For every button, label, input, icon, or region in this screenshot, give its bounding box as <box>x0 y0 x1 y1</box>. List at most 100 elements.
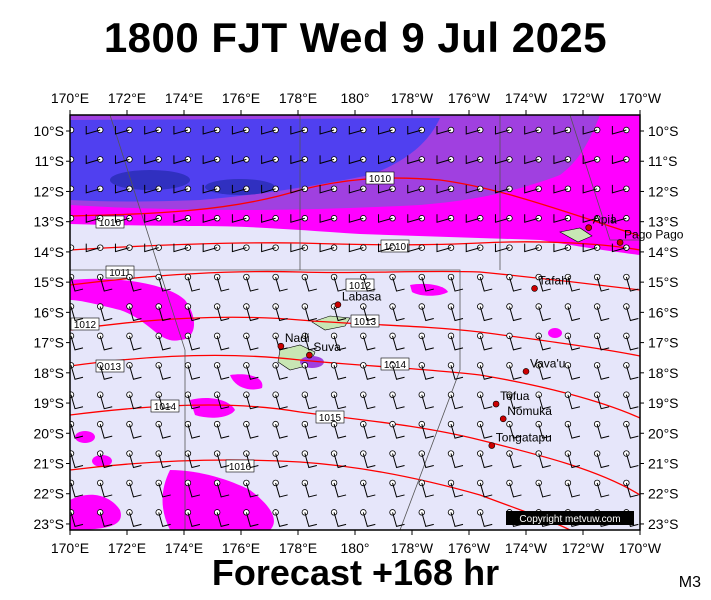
lon-label-top: 170°E <box>51 90 89 106</box>
lon-label-top: 178°E <box>279 90 317 106</box>
lon-label-bottom: 172°E <box>108 540 146 556</box>
place-marker: Apia <box>585 213 617 231</box>
isobar-line <box>70 270 640 291</box>
rain-patch-west <box>70 278 195 341</box>
isobar-label: 1013 <box>95 359 125 373</box>
svg-text:1012: 1012 <box>74 320 97 331</box>
city-dot-icon <box>492 400 500 408</box>
lat-label-right: 18°S <box>648 365 679 381</box>
isobar-label: 1011 <box>105 265 135 279</box>
lon-label-top: 176°W <box>448 90 491 106</box>
place-marker: Nadi <box>277 331 310 350</box>
city-dot-icon <box>616 239 624 246</box>
lon-label-top: 170°W <box>619 90 662 106</box>
lat-label-right: 15°S <box>648 274 679 290</box>
svg-text:1010: 1010 <box>369 174 392 185</box>
lat-label-left: 14°S <box>33 244 64 260</box>
rain-patch-1 <box>190 398 235 418</box>
lon-label-bottom: 178°W <box>391 540 434 556</box>
place-marker: Tofua <box>492 389 530 408</box>
place-marker: Tafahi <box>531 273 571 292</box>
isobar-line <box>70 241 640 251</box>
lat-label-left: 21°S <box>33 456 64 472</box>
region-boundary <box>109 115 186 530</box>
lon-label-top: 172°W <box>562 90 605 106</box>
svg-text:1016: 1016 <box>229 462 252 473</box>
lat-label-right: 23°S <box>648 516 679 532</box>
rain-core-1 <box>110 170 190 190</box>
city-dot-icon <box>488 442 496 449</box>
lon-label-top: 176°E <box>222 90 260 106</box>
lat-label-left: 17°S <box>33 335 64 351</box>
lat-label-right: 17°S <box>648 335 679 351</box>
isobar-label: 1012 <box>70 317 100 331</box>
map-code: M3 <box>678 574 701 591</box>
lat-label-left: 19°S <box>33 395 64 411</box>
place-label: Nomuka <box>507 404 552 418</box>
forecast-label: Forecast +168 hr <box>211 552 500 593</box>
place-marker: Nomuka <box>499 404 552 423</box>
isobar-line <box>70 459 571 530</box>
lon-label-top: 172°E <box>108 90 146 106</box>
svg-text:1011: 1011 <box>109 268 131 279</box>
wind-barbs <box>70 126 639 527</box>
place-marker: Pago Pago <box>616 227 684 246</box>
lat-label-right: 22°S <box>648 486 679 502</box>
lat-label-left: 18°S <box>33 365 64 381</box>
lat-label-right: 21°S <box>648 456 679 472</box>
place-label: Apia <box>593 213 617 227</box>
isobar-label: 1013 <box>350 314 380 328</box>
svg-text:1014: 1014 <box>154 402 177 413</box>
svg-text:1010: 1010 <box>99 218 122 229</box>
place-label: Labasa <box>342 290 382 304</box>
place-label: Tafahi <box>539 273 571 287</box>
rain-patch-southwest-edge <box>70 494 121 530</box>
isobar-line <box>70 354 640 419</box>
place-label: Tongatapu <box>496 431 552 445</box>
map-title: 1800 FJT Wed 9 Jul 2025 <box>103 14 608 61</box>
lat-label-right: 10°S <box>648 123 679 139</box>
lon-label-bottom: 180° <box>341 540 370 556</box>
isobar-label: 1015 <box>315 410 345 424</box>
rain-core-2 <box>205 179 275 195</box>
isobar-line <box>70 177 640 237</box>
lon-label-top: 178°W <box>391 90 434 106</box>
city-dot-icon <box>499 415 507 423</box>
lat-label-left: 23°S <box>33 516 64 532</box>
lon-label-top: 180° <box>341 90 370 106</box>
lat-label-left: 16°S <box>33 304 64 320</box>
lon-label-bottom: 176°W <box>448 540 491 556</box>
lon-label-bottom: 176°E <box>222 540 260 556</box>
svg-text:Copyright metvuw.com: Copyright metvuw.com <box>519 514 620 525</box>
place-marker: Labasa <box>334 290 382 309</box>
svg-text:1015: 1015 <box>319 413 342 424</box>
lon-label-top: 174°E <box>165 90 203 106</box>
city-dot-icon <box>531 285 538 292</box>
lon-label-bottom: 170°W <box>619 540 662 556</box>
isobar-label: 1014 <box>150 399 180 413</box>
city-dot-icon <box>306 351 313 359</box>
lat-label-left: 11°S <box>35 153 64 169</box>
isobar-label: 1010 <box>365 171 395 185</box>
svg-text:1012: 1012 <box>349 281 372 292</box>
region-boundary <box>299 115 461 530</box>
lat-label-left: 10°S <box>33 123 64 139</box>
place-marker: Suva <box>306 340 341 359</box>
lat-label-left: 20°S <box>33 425 64 441</box>
lon-label-bottom: 172°W <box>562 540 605 556</box>
place-marker: Vava'u <box>522 356 565 375</box>
svg-text:1013: 1013 <box>99 362 122 373</box>
lat-label-right: 14°S <box>648 244 679 260</box>
lat-label-left: 22°S <box>33 486 64 502</box>
place-label: Nadi <box>285 331 310 345</box>
lat-label-right: 11°S <box>648 153 677 169</box>
lat-label-left: 13°S <box>33 214 64 230</box>
place-label: Tofua <box>500 389 530 403</box>
lat-label-right: 16°S <box>648 304 679 320</box>
city-dot-icon <box>334 301 342 309</box>
lon-label-bottom: 174°W <box>505 540 548 556</box>
lon-label-top: 174°W <box>505 90 548 106</box>
city-dot-icon <box>585 224 593 231</box>
rain-dot-1 <box>75 431 95 443</box>
